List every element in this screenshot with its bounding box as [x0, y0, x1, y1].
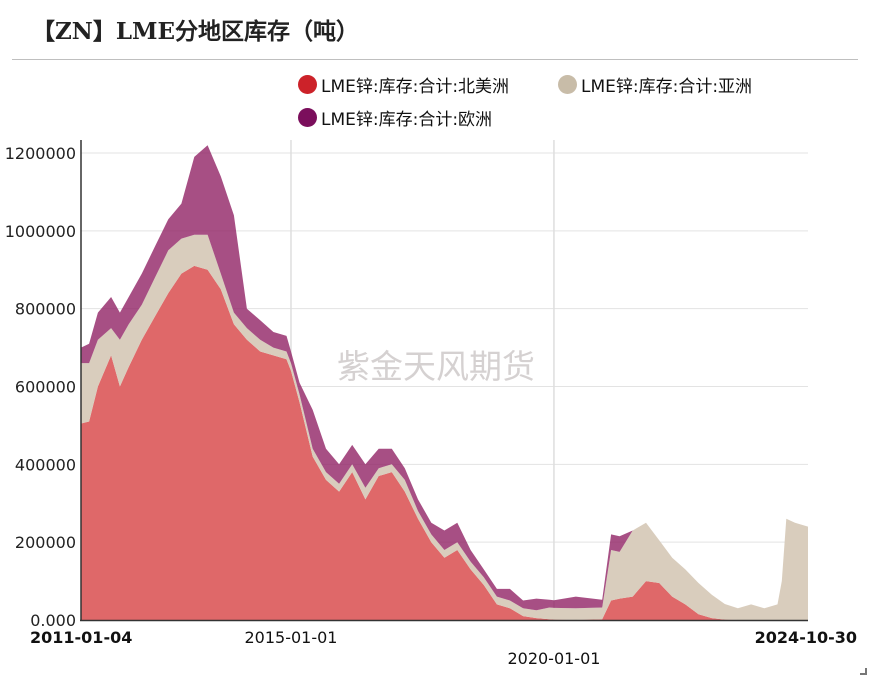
legend-item-north-america[interactable]: LME锌:库存:合计:北美洲 [298, 72, 509, 97]
y-tick-label: 200000 [15, 533, 76, 552]
legend-swatch-asia [558, 75, 577, 94]
x-tick-label: 2024-10-30 [755, 628, 857, 647]
resize-handle-icon[interactable] [860, 668, 867, 675]
legend-swatch-north-america [298, 75, 317, 94]
legend-label-north-america: LME锌:库存:合计:北美洲 [321, 77, 510, 97]
x-tick-label: 2020-01-01 [507, 649, 600, 668]
x-tick-label: 2015-01-01 [244, 628, 337, 647]
legend-label-asia: LME锌:库存:合计:亚洲 [581, 77, 753, 97]
y-tick-label: 0.000 [30, 611, 76, 630]
y-tick-label: 1000000 [5, 222, 76, 241]
legend-item-europe[interactable]: LME锌:库存:合计:欧洲 [298, 105, 492, 130]
watermark-text: 紫金天风期货 [337, 347, 535, 386]
y-tick-label: 400000 [15, 455, 76, 474]
legend-label-europe: LME锌:库存:合计:欧洲 [321, 110, 493, 130]
y-tick-label: 600000 [15, 378, 76, 397]
title-divider [12, 59, 858, 60]
y-tick-label: 1200000 [5, 144, 76, 163]
area-series-0 [81, 265, 808, 620]
legend-item-asia[interactable]: LME锌:库存:合计:亚洲 [558, 72, 752, 97]
area-series [81, 145, 808, 620]
axes: 0.000 200000 400000 600000 800000 1000000 1200… [5, 140, 857, 668]
page-title: 【ZN】LME分地区库存（吨） [32, 18, 359, 45]
y-tick-label: 800000 [15, 300, 76, 319]
x-tick-label: 2011-01-04 [30, 628, 132, 647]
legend-swatch-europe [298, 108, 317, 127]
